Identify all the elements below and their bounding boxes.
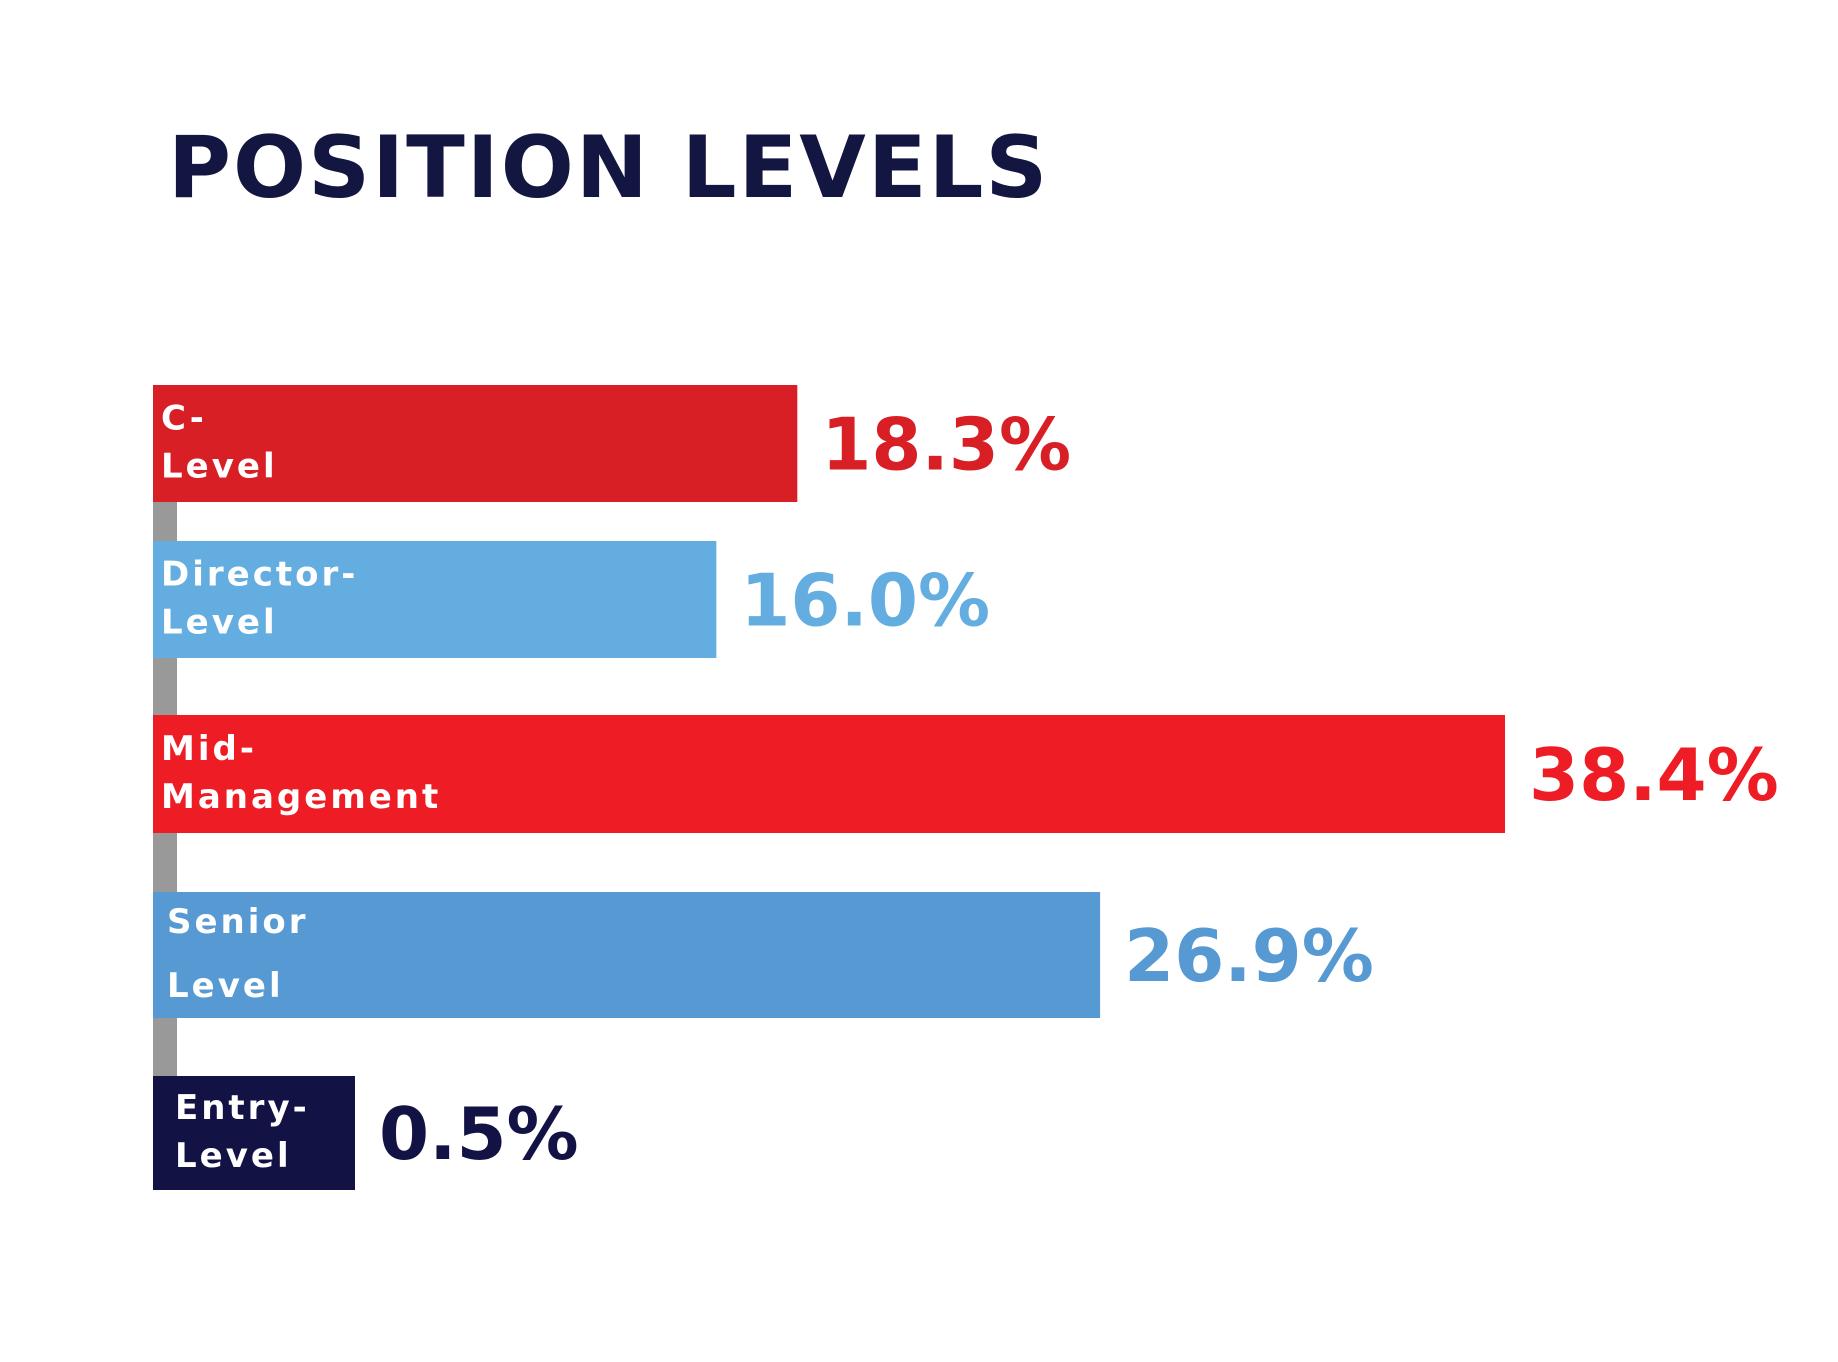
- value-label: 26.9%: [1124, 914, 1374, 998]
- category-label: Level: [161, 603, 278, 643]
- category-label: Management: [161, 777, 441, 817]
- bar: [153, 385, 798, 502]
- value-label: 18.3%: [821, 403, 1071, 487]
- category-label: Level: [175, 1136, 292, 1176]
- bar: [153, 715, 1505, 833]
- bar: [153, 892, 1101, 1018]
- chart-title: POSITION LEVELS: [168, 118, 1050, 218]
- category-label: Director-: [161, 555, 358, 595]
- value-label: 16.0%: [740, 559, 990, 643]
- bar: [153, 1076, 355, 1190]
- category-label: C-: [161, 399, 207, 439]
- category-label: Senior: [167, 902, 309, 942]
- category-label: Mid-: [161, 729, 257, 769]
- category-label: Level: [161, 447, 278, 487]
- value-label: 38.4%: [1529, 733, 1779, 817]
- category-label: Level: [167, 966, 284, 1006]
- bar: [153, 541, 717, 658]
- category-label: Entry-: [175, 1088, 310, 1128]
- value-label: 0.5%: [379, 1092, 579, 1176]
